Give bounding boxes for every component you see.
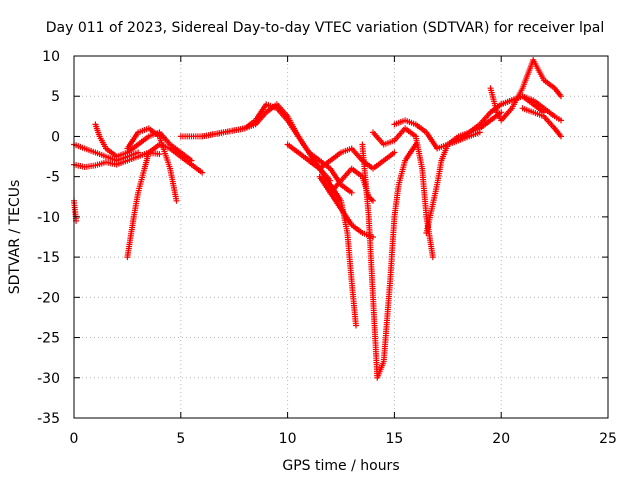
series-markers [487,57,564,124]
x-tick-label: 20 [492,431,510,447]
series-line [425,111,502,234]
series-markers [316,173,376,240]
series-markers [92,121,195,164]
series-arc-14 [370,125,436,261]
x-tick-label: 0 [70,431,79,447]
plot-frame [73,55,609,419]
series-markers [124,141,206,261]
series-arc-18 [487,57,564,124]
y-tick-label: -5 [46,170,60,186]
series-markers [199,101,355,196]
y-tick-label: -35 [37,411,60,427]
series-arc-5 [124,141,206,261]
chart-title: Day 011 of 2023, Sidereal Day-to-day VTE… [46,20,604,36]
x-tick-label: 15 [385,431,403,447]
series-arc-8 [199,101,355,196]
y-tick-label: 10 [42,49,60,65]
y-tick-label: -25 [37,331,60,347]
series-markers [519,105,564,140]
y-axis-label: SDTVAR / TECUs [7,180,23,295]
x-tick-label: 5 [176,431,185,447]
x-axis-label: GPS time / hours [282,458,399,474]
y-tick-label: 0 [51,129,60,145]
series-arc-3 [71,197,80,224]
series-markers [423,109,505,236]
series-markers [71,197,80,224]
series-markers [306,145,398,172]
y-tick-label: -10 [37,210,60,226]
y-tick-label: -15 [37,250,60,266]
series-markers [498,93,564,124]
series-arc-6 [124,125,180,204]
series-line [180,103,331,182]
series-markers [359,141,419,381]
axis-ticks: 0 5 10 15 20 25 10 5 0 -5 -10 -15 -20 -25 -30 -35 [37,49,617,447]
series-arc-19 [498,93,564,124]
series-markers [370,125,436,261]
plot-area [71,57,564,381]
series-arc-4 [92,121,195,164]
x-tick-label: 10 [279,431,297,447]
y-tick-label: -20 [37,290,60,306]
series-arc-20 [519,105,564,140]
y-tick-label: 5 [51,89,60,105]
series-arc-10 [306,145,398,172]
series-markers [124,125,180,204]
series-arc-12 [316,173,376,240]
series-arc-13 [359,141,419,381]
y-tick-label: -30 [37,371,60,387]
x-tick-label: 25 [599,431,617,447]
series-arc-16 [423,109,505,236]
